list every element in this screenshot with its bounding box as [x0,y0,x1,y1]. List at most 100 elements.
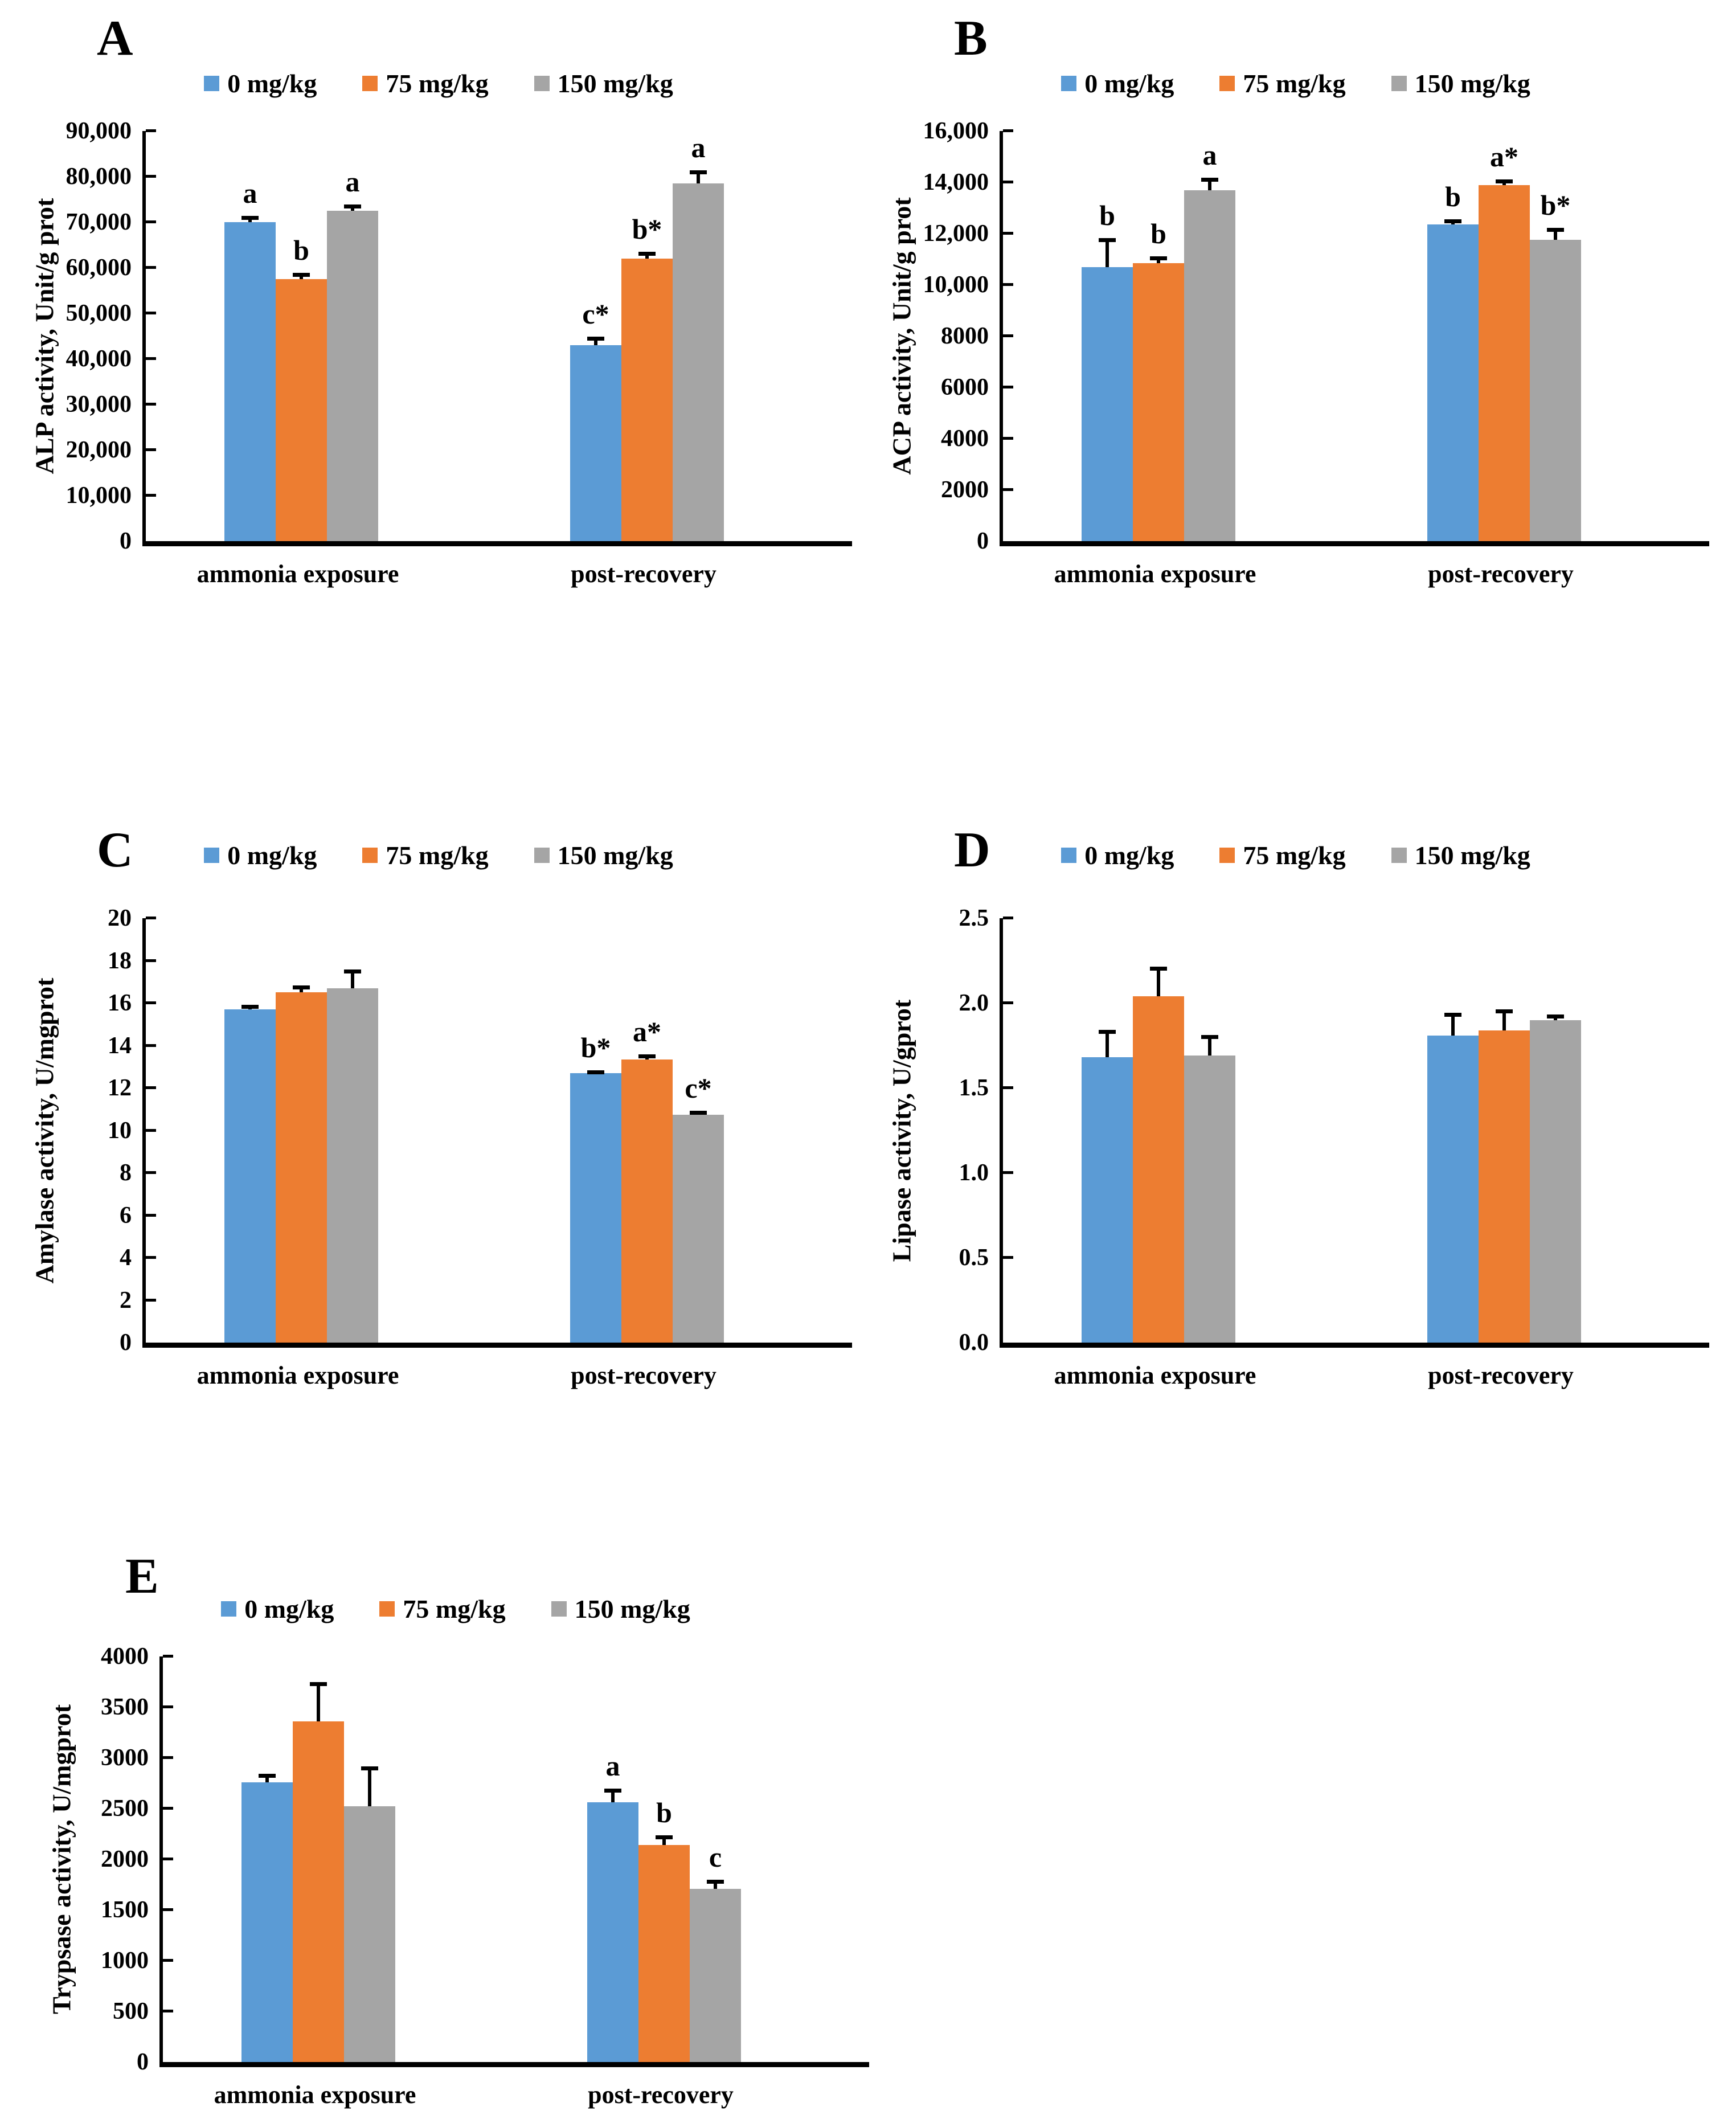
bar [1184,190,1235,541]
bar [621,1059,673,1343]
legend: 0 mg/kg 75 mg/kg 150 mg/kg [1000,68,1706,99]
bar [673,1114,724,1343]
significance-label: b [656,1797,672,1829]
bar [224,1009,276,1343]
bar [1530,240,1581,541]
significance-label: a [691,131,706,163]
error-bar-line [1554,228,1557,240]
legend-item: 0 mg/kg [221,1594,334,1624]
legend-swatch-icon [551,1601,567,1617]
legend-swatch-icon [362,848,378,863]
y-axis-title: ALP activity, Unit/g prot [30,198,59,474]
bar [638,1845,690,2062]
y-tick-label: 30,000 [65,391,132,418]
legend: 0 mg/kg 75 mg/kg 150 mg/kg [142,68,849,99]
y-tick-mark [163,1807,173,1810]
y-tick-label: 8000 [941,323,989,349]
y-tick-mark [146,1086,156,1089]
y-tick-label: 0 [120,1329,132,1356]
y-tick-label: 500 [113,1998,149,2024]
y-tick-mark [1003,129,1013,132]
y-tick-label: 70,000 [65,209,132,235]
y-tick-label: 6 [120,1202,132,1229]
legend: 0 mg/kg 75 mg/kg 150 mg/kg [159,1594,866,1624]
x-category-label: ammonia exposure [1054,560,1256,588]
legend-label: 150 mg/kg [1414,69,1530,98]
legend-label: 75 mg/kg [386,69,489,98]
error-bar-line [1157,967,1160,997]
error-bar-cap [587,336,604,341]
legend-swatch-icon [379,1601,395,1617]
y-tick-label: 4000 [941,426,989,452]
y-tick-label: 2.0 [959,990,989,1016]
error-bar-line [662,1836,666,1846]
legend-item: 150 mg/kg [534,68,673,99]
legend-label: 75 mg/kg [386,841,489,870]
legend-item: 75 mg/kg [362,68,489,99]
legend-label: 0 mg/kg [227,69,317,98]
y-tick-label: 12 [108,1075,132,1101]
y-tick-label: 0 [977,528,989,554]
panel-letter: E [125,1549,159,1604]
y-tick-label: 6000 [941,374,989,400]
plot-area: Trypsase activity, U/mgprot 4000 3500 3000 2… [47,1643,869,2075]
y-tick-mark [1003,232,1013,235]
error-bar-line [714,1880,717,1889]
error-bar-cap [1099,238,1116,242]
significance-label: b* [580,1031,611,1063]
panel-C: C 0 mg/kg 75 mg/kg 150 mg/kg ammonia exposur… [23,823,854,1512]
plot-area: Amylase activity, U/mgprot 20 18 16 14 12 10 8 6… [30,905,852,1356]
y-tick-mark [163,1705,173,1708]
plot-area: ACP activity, Unit/g prot 16,000 14,000 12,… [887,118,1709,554]
panel-letter: B [954,11,988,66]
legend-label: 150 mg/kg [1414,841,1530,870]
bar [1082,1057,1133,1343]
y-tick-mark [146,1001,156,1004]
bar [587,1802,638,2062]
error-bar-cap [1201,178,1218,182]
y-tick-mark [163,1908,173,1911]
x-category-label: ammonia exposure [214,2081,416,2109]
y-tick-label: 2 [120,1287,132,1314]
bar [327,988,378,1343]
y-tick-label: 0.5 [959,1245,989,1271]
panel-E: E 0 mg/kg 75 mg/kg 150 mg/kg ammonia exposur… [40,1549,894,2114]
legend-label: 150 mg/kg [557,69,673,98]
y-tick-label: 1.5 [959,1075,989,1101]
x-category-label: post-recovery [571,1361,716,1389]
y-tick-mark [163,2010,173,2012]
bar [1530,1020,1581,1343]
y-tick-mark [146,266,156,269]
error-bar-line [1208,178,1211,190]
legend: 0 mg/kg 75 mg/kg 150 mg/kg [142,840,849,870]
error-bar-line [1451,1013,1455,1036]
error-bar-line [1208,1035,1211,1056]
x-category-label: ammonia exposure [196,1361,399,1389]
y-tick-mark [1003,283,1013,286]
error-bar-cap [241,216,259,220]
error-bar-cap [587,1070,604,1074]
error-bar-cap [690,1111,707,1115]
bar [1133,263,1184,541]
error-bar-cap [1201,1034,1218,1039]
bar [241,1782,293,2062]
legend-label: 75 mg/kg [1243,841,1346,870]
significance-label: b* [632,212,662,245]
y-tick-mark [146,312,156,314]
y-tick-label: 3500 [101,1694,149,1720]
error-bar-cap [690,170,707,174]
y-tick-label: 40,000 [65,346,132,372]
x-category-label: post-recovery [571,560,716,588]
error-bar-cap [604,1789,621,1793]
bar [344,1806,395,2062]
bar [1479,1030,1530,1343]
y-tick-label: 14,000 [923,169,989,195]
legend-label: 0 mg/kg [1084,841,1174,870]
y-tick-mark [146,220,156,223]
y-tick-mark [146,1298,156,1302]
legend-swatch-icon [1391,76,1407,91]
legend-swatch-icon [221,1601,237,1617]
error-bar-cap [1444,219,1461,224]
legend-swatch-icon [1061,848,1077,863]
